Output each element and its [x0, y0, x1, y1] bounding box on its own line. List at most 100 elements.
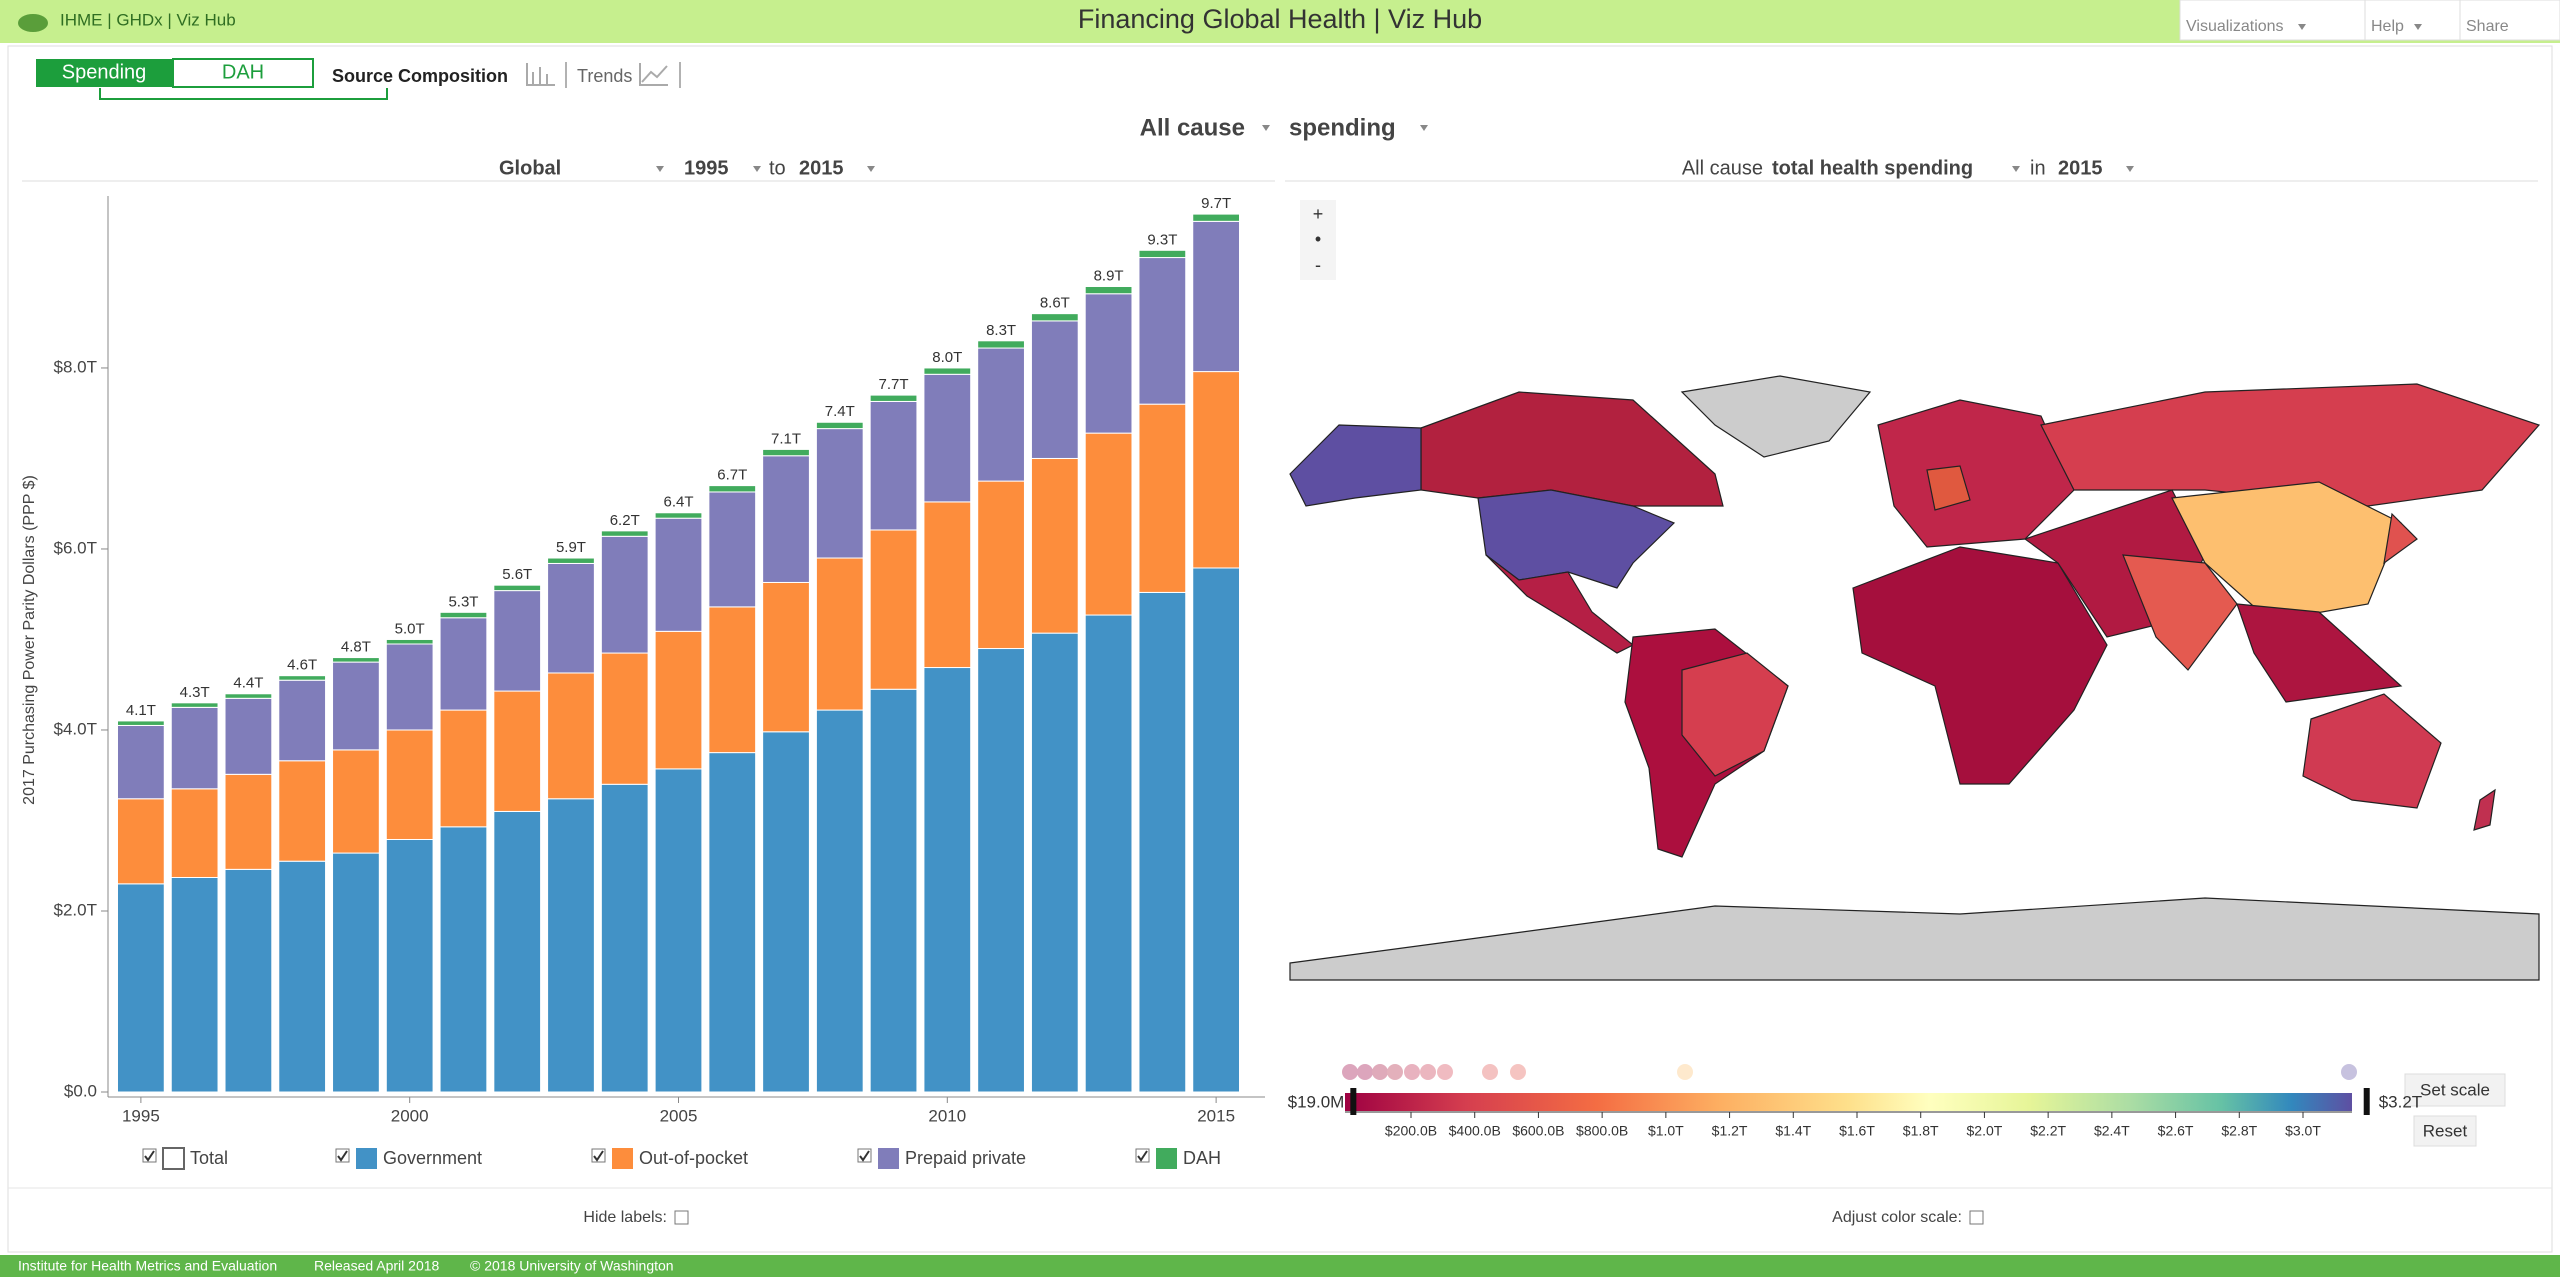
bar-segment[interactable]: [815, 557, 864, 711]
bar-segment[interactable]: [600, 783, 649, 1093]
bar-segment[interactable]: [385, 729, 434, 840]
bar-segment[interactable]: [977, 347, 1025, 482]
scale-handle[interactable]: [1350, 1088, 1357, 1115]
country[interactable]: [2473, 788, 2496, 831]
country[interactable]: [1680, 375, 1872, 458]
checkbox[interactable]: [674, 1210, 689, 1225]
bar-segment[interactable]: [708, 491, 757, 608]
bar-segment[interactable]: [332, 852, 380, 1093]
view-tab[interactable]: Trends: [577, 66, 632, 86]
bar-segment[interactable]: [1030, 320, 1079, 459]
bar-segment[interactable]: [815, 709, 864, 1093]
bar-segment[interactable]: [1138, 403, 1187, 593]
bar-segment[interactable]: [116, 883, 165, 1093]
bar-segment[interactable]: [493, 810, 542, 1093]
country[interactable]: [1289, 897, 2540, 981]
country[interactable]: [1926, 465, 1971, 511]
legend-label[interactable]: DAH: [1183, 1148, 1221, 1168]
checkbox[interactable]: [1135, 1148, 1150, 1163]
view-tab[interactable]: Source Composition: [332, 66, 508, 86]
bar-segment[interactable]: [278, 679, 327, 762]
zoom-reset[interactable]: •: [1315, 229, 1321, 249]
bar-segment[interactable]: [1030, 313, 1079, 322]
menu-box[interactable]: [2179, 0, 2366, 41]
bar-segment[interactable]: [224, 868, 273, 1093]
toggle[interactable]: [172, 58, 314, 88]
bar-segment[interactable]: [493, 690, 542, 812]
bar-segment[interactable]: [815, 428, 864, 559]
bar-segment[interactable]: [278, 760, 327, 862]
bar-segment[interactable]: [708, 752, 757, 1093]
bar-segment[interactable]: [547, 798, 595, 1093]
bar-segment[interactable]: [547, 557, 595, 564]
bar-segment[interactable]: [762, 455, 810, 583]
bar-segment[interactable]: [1192, 213, 1241, 222]
button-label[interactable]: Set scale: [2420, 1080, 2490, 1099]
bar-segment[interactable]: [1138, 591, 1187, 1093]
button[interactable]: [2404, 1073, 2506, 1107]
bar-segment[interactable]: [170, 788, 219, 879]
bar-segment[interactable]: [654, 768, 703, 1093]
menu-item[interactable]: Share: [2466, 18, 2509, 35]
bar-segment[interactable]: [923, 373, 972, 503]
bar-segment[interactable]: [923, 667, 972, 1093]
country[interactable]: [1852, 546, 2108, 785]
zoom-in[interactable]: +: [1313, 204, 1324, 224]
country[interactable]: [1681, 652, 1789, 777]
bar-segment[interactable]: [170, 702, 219, 708]
checkbox[interactable]: [335, 1148, 350, 1163]
menu-item[interactable]: Visualizations: [2186, 18, 2284, 35]
country[interactable]: [2040, 383, 2541, 507]
measure-select[interactable]: spending: [1289, 114, 1396, 141]
bar-segment[interactable]: [762, 581, 810, 733]
bar-segment[interactable]: [170, 877, 219, 1093]
bar-segment[interactable]: [654, 517, 703, 632]
country[interactable]: [2122, 554, 2238, 671]
bar-segment[interactable]: [224, 693, 273, 699]
bar-segment[interactable]: [1138, 257, 1187, 405]
country[interactable]: [2383, 512, 2418, 565]
bar-segment[interactable]: [762, 448, 810, 457]
bar-segment[interactable]: [439, 709, 488, 828]
bar-segment[interactable]: [1192, 371, 1241, 569]
bar-segment[interactable]: [977, 648, 1025, 1093]
bar-segment[interactable]: [116, 724, 165, 800]
zoom-out[interactable]: -: [1315, 255, 1321, 275]
bar-segment[interactable]: [547, 562, 595, 674]
bar-segment[interactable]: [762, 731, 810, 1093]
menu-item[interactable]: Help: [2371, 18, 2404, 35]
bar-segment[interactable]: [385, 638, 434, 645]
bar-segment[interactable]: [493, 590, 542, 692]
bar-segment[interactable]: [493, 584, 542, 592]
bar-segment[interactable]: [600, 530, 649, 537]
bar-segment[interactable]: [654, 512, 703, 519]
location-select[interactable]: Global: [499, 157, 561, 179]
legend-label[interactable]: Government: [383, 1148, 482, 1168]
country[interactable]: [1420, 391, 1724, 507]
bar-segment[interactable]: [869, 394, 918, 402]
legend-label[interactable]: Prepaid private: [905, 1148, 1026, 1168]
bar-segment[interactable]: [1030, 632, 1079, 1093]
bar-segment[interactable]: [170, 706, 219, 790]
country[interactable]: [2236, 603, 2403, 703]
bar-segment[interactable]: [439, 617, 488, 711]
checkbox[interactable]: [591, 1148, 606, 1163]
checkbox[interactable]: [142, 1148, 157, 1163]
bar-segment[interactable]: [332, 657, 380, 663]
cause-select[interactable]: All cause: [1140, 114, 1245, 141]
bar-segment[interactable]: [869, 400, 918, 531]
bar-segment[interactable]: [1030, 457, 1079, 634]
checkbox[interactable]: [857, 1148, 872, 1163]
toggle-active[interactable]: [36, 59, 173, 87]
bar-segment[interactable]: [385, 643, 434, 731]
scale-handle[interactable]: [2363, 1088, 2370, 1115]
bar-segment[interactable]: [385, 838, 434, 1093]
bar-segment[interactable]: [923, 367, 972, 375]
bar-segment[interactable]: [923, 501, 972, 669]
bar-segment[interactable]: [439, 826, 488, 1093]
button[interactable]: [2413, 1115, 2477, 1147]
bar-segment[interactable]: [278, 675, 327, 681]
end-year[interactable]: 2015: [799, 157, 844, 179]
checkbox[interactable]: [1969, 1210, 1984, 1225]
legend-label[interactable]: Out-of-pocket: [639, 1148, 748, 1168]
